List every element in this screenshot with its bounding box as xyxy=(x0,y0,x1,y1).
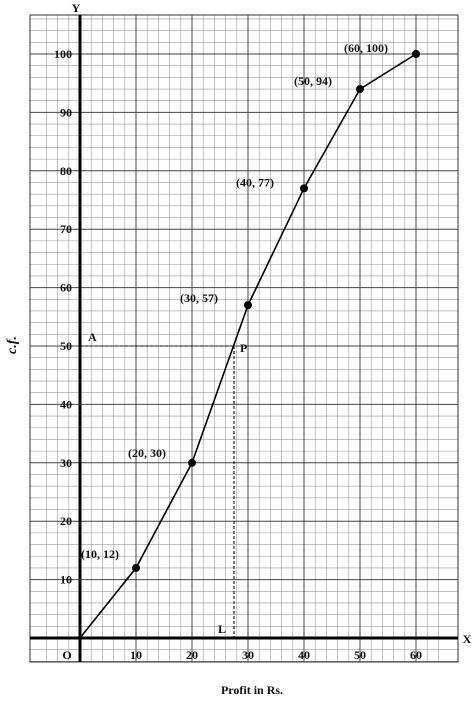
y-tick-label: 30 xyxy=(60,456,72,470)
annotation-p: P xyxy=(240,341,247,355)
y-tick-label: 80 xyxy=(60,164,72,178)
x-axis-name: X xyxy=(463,632,472,646)
y-tick-label: 90 xyxy=(60,105,72,119)
y-tick-label: 40 xyxy=(60,397,72,411)
x-tick-label: 30 xyxy=(242,648,254,662)
labels-layer: 10 20 30 40 50 60 10 20 30 40 50 60 70 80 90 100 Y X O Prof… xyxy=(5,1,472,697)
data-point-label: (20, 30) xyxy=(128,446,166,460)
data-point xyxy=(244,301,252,310)
origin-label: O xyxy=(62,648,71,662)
data-point xyxy=(356,85,364,94)
y-tick-label: 50 xyxy=(60,339,72,353)
data-point xyxy=(188,458,196,467)
annotation-l: L xyxy=(218,622,226,636)
x-tick-label: 10 xyxy=(130,648,142,662)
y-tick-label: 20 xyxy=(60,514,72,528)
x-axis-title: Profit in Rs. xyxy=(221,683,283,697)
y-tick-label: 100 xyxy=(54,47,72,61)
data-point-label: (40, 77) xyxy=(236,175,274,189)
x-tick-label: 20 xyxy=(186,648,198,662)
axes xyxy=(30,15,458,662)
minor-grid xyxy=(30,15,458,662)
data-point-label: (30, 57) xyxy=(180,291,218,305)
y-tick-label: 10 xyxy=(60,573,72,587)
data-point-label: (50, 94) xyxy=(294,74,332,88)
data-point xyxy=(300,184,308,193)
series-layer xyxy=(79,50,420,639)
data-point-label: (60, 100) xyxy=(344,41,388,55)
y-tick-label: 70 xyxy=(60,222,72,236)
annotation-a: A xyxy=(88,330,97,344)
x-tick-label: 50 xyxy=(354,648,366,662)
data-point xyxy=(132,563,140,572)
guide-lines xyxy=(80,345,235,638)
y-tick-label: 60 xyxy=(60,281,72,295)
plot-frame xyxy=(29,14,459,663)
x-tick-label: 40 xyxy=(298,648,310,662)
y-axis-title: c.f. xyxy=(5,336,20,354)
x-tick-label: 60 xyxy=(410,648,422,662)
data-point-label: (10, 12) xyxy=(81,547,119,561)
data-point xyxy=(412,50,420,58)
y-axis-name: Y xyxy=(72,1,81,15)
